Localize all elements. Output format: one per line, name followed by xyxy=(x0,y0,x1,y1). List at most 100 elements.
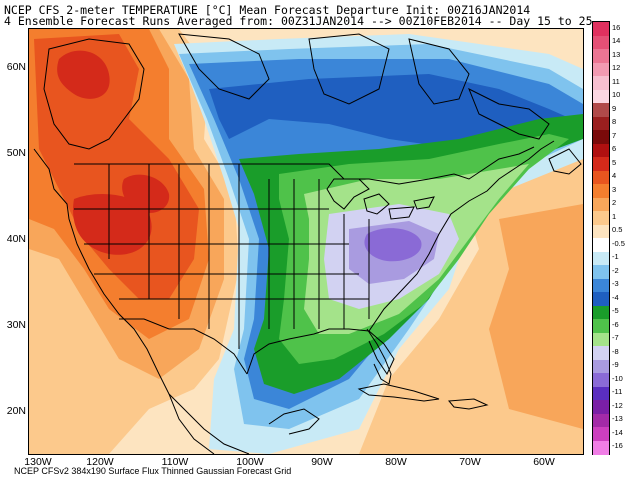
legend-swatch xyxy=(593,292,609,306)
hot-spot-rockies xyxy=(122,174,170,214)
lat-label-60n: 60N xyxy=(6,61,26,73)
legend-swatch xyxy=(593,305,609,320)
grid-footnote: NCEP CFSv2 384x190 Surface Flux Thinned … xyxy=(14,466,292,476)
legend-swatch xyxy=(593,76,609,90)
alaska-coast xyxy=(43,38,145,150)
legend-swatch xyxy=(593,238,609,252)
legend-swatch xyxy=(593,211,609,225)
canadian-arctic xyxy=(178,33,470,105)
legend-swatch xyxy=(593,440,609,455)
hispaniola xyxy=(447,398,489,410)
legend-swatch xyxy=(593,89,609,104)
legend-swatch xyxy=(593,386,609,401)
legend-swatch xyxy=(593,184,609,198)
legend-swatch xyxy=(593,170,609,185)
coastline-west xyxy=(33,148,215,454)
legend-label: -7 xyxy=(612,333,619,343)
newfoundland xyxy=(548,148,582,175)
legend-swatch xyxy=(593,35,609,50)
legend-label: -6 xyxy=(612,319,619,329)
labrador xyxy=(468,87,550,140)
lon-label-130w: 130W xyxy=(24,456,52,468)
lon-label-60w: 60W xyxy=(533,456,555,468)
legend-label: -1 xyxy=(612,252,619,262)
legend-label: -4 xyxy=(612,292,619,302)
lon-label-120w: 120W xyxy=(86,456,114,468)
lon-label-80w: 80W xyxy=(385,456,407,468)
legend-swatch xyxy=(593,427,609,441)
cuba xyxy=(357,383,440,402)
legend-swatch xyxy=(593,197,609,212)
legend-swatch xyxy=(593,224,609,239)
lon-label-110w: 110W xyxy=(161,456,189,468)
legend-label: 6 xyxy=(612,144,617,154)
legend-swatch xyxy=(593,130,609,144)
legend-swatch xyxy=(593,103,609,117)
legend-swatch xyxy=(593,157,609,171)
mexico-coast xyxy=(168,393,250,454)
legend-label: 5 xyxy=(612,157,617,167)
political-boundaries xyxy=(33,33,582,454)
legend-label: 16 xyxy=(612,22,621,32)
cool-deep-band xyxy=(209,74,583,149)
legend-swatch xyxy=(593,359,609,374)
lon-label-90w: 90W xyxy=(311,456,333,468)
legend-swatch xyxy=(593,278,609,293)
lat-label-40n: 40N xyxy=(6,233,26,245)
legend-label: -14 xyxy=(612,427,623,437)
legend-swatch xyxy=(593,143,609,158)
map-canvas xyxy=(29,29,583,454)
legend-swatch xyxy=(593,22,609,36)
legend-swatch xyxy=(593,319,609,333)
legend-label: -0.5 xyxy=(612,238,625,248)
legend-label: 4 xyxy=(612,171,617,181)
great-lakes xyxy=(326,178,435,220)
warm-mid-region-atlantic xyxy=(489,204,583,429)
warm-core-region-west xyxy=(34,34,199,299)
lat-label-50n: 50N xyxy=(6,147,26,159)
legend-label: 13 xyxy=(612,49,621,59)
legend-swatch xyxy=(593,400,609,414)
hot-spot-alaska xyxy=(57,50,110,99)
legend-label: 2 xyxy=(612,198,617,208)
legend-label: 12 xyxy=(612,63,621,73)
gulf-coast xyxy=(246,328,395,376)
color-legend-bar xyxy=(592,21,610,455)
legend-label: -11 xyxy=(612,387,623,397)
legend-swatch xyxy=(593,49,609,63)
lat-label-30n: 30N xyxy=(6,319,26,331)
legend-label: 7 xyxy=(612,130,617,140)
legend-swatch xyxy=(593,413,609,428)
legend-swatch xyxy=(593,265,609,279)
florida xyxy=(366,328,392,385)
temperature-anomaly-map xyxy=(28,28,584,455)
lon-label-70w: 70W xyxy=(459,456,481,468)
yucatan xyxy=(268,408,320,435)
legend-swatch xyxy=(593,251,609,266)
legend-label: -8 xyxy=(612,346,619,356)
legend-swatch xyxy=(593,332,609,347)
legend-label: -12 xyxy=(612,400,623,410)
legend-swatch xyxy=(593,346,609,360)
legend-label: 10 xyxy=(612,90,621,100)
legend-label: 0.5 xyxy=(612,225,623,235)
lon-label-100w: 100W xyxy=(236,456,264,468)
legend-label: 1 xyxy=(612,211,617,221)
legend-label: -9 xyxy=(612,360,619,370)
map-title-line2: 4 Ensemble Forecast Runs Averaged from: … xyxy=(4,14,593,28)
lat-label-20n: 20N xyxy=(6,405,26,417)
us-mexico-border xyxy=(119,318,248,375)
hudson-bay xyxy=(308,33,390,105)
legend-label: 14 xyxy=(612,36,621,46)
map-title-line1: NCEP CFS 2-meter TEMPERATURE [°C] Mean F… xyxy=(4,3,531,17)
legend-label: -3 xyxy=(612,279,619,289)
legend-label: 3 xyxy=(612,184,617,194)
legend-swatch xyxy=(593,373,609,387)
legend-label: 9 xyxy=(612,103,617,113)
legend-label: -5 xyxy=(612,306,619,316)
legend-label: -2 xyxy=(612,265,619,275)
legend-swatch xyxy=(593,62,609,77)
us-canada-border xyxy=(74,146,535,185)
legend-label: -16 xyxy=(612,441,623,451)
east-coast xyxy=(368,140,555,332)
